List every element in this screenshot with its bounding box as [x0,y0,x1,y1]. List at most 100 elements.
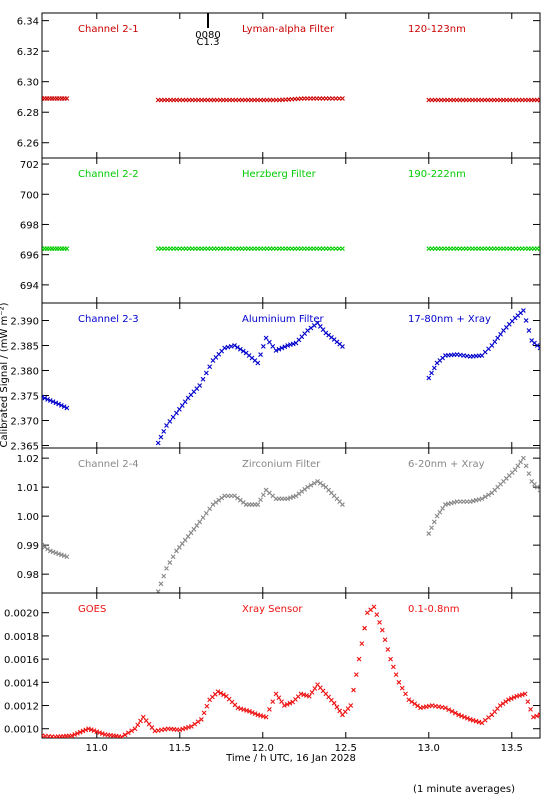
data-point [53,550,59,556]
data-point [371,604,377,610]
data-point [523,463,529,469]
data-point [45,396,50,402]
data-point [388,656,393,662]
data-point [270,343,276,349]
data-point [83,727,89,733]
data-point [497,703,503,708]
data-point [308,482,314,488]
data-point [222,345,227,351]
data-point [379,627,385,633]
data-point [498,331,503,337]
data-point [276,346,282,352]
data-point [138,718,143,724]
data-point [86,726,91,732]
data-point [440,506,446,511]
data-point [258,352,263,358]
y-tick-label: 0.99 [17,541,39,552]
data-point [91,728,97,734]
data-point [305,484,310,490]
data-point [260,343,266,349]
data-point [464,715,470,721]
data-point [482,494,488,500]
data-point [340,344,345,349]
data-point [426,531,432,536]
data-point [429,525,434,531]
data-point [42,544,48,550]
chart-panels: 6.26 6.28 6.30 6.32 6.34 Channel 2-1 Lyman-alp… [4,12,541,739]
y-tick-label: 694 [20,281,39,292]
data-point [393,672,399,677]
y-tick-label: 6.30 [17,78,39,89]
y-tick-label: 1.02 [17,454,39,465]
panel-5: 0.0010 0.0012 0.0014 0.0016 0.0018 0.0020 GOES… [4,592,541,739]
data-point [340,96,345,101]
data-point [518,459,524,465]
panel-label-right: 6-20nm + Xray [408,459,485,470]
data-point [263,714,269,720]
y-tick-label: 0.0012 [4,702,39,713]
data-point [279,345,285,351]
data-point [237,346,243,352]
y-tick-label: 0.0010 [4,725,39,736]
y-tick-label: 6.32 [17,47,39,58]
data-point [56,401,61,407]
data-point [353,672,359,677]
panel-label-left: Channel 2-2 [78,169,139,180]
data-point [75,730,80,736]
panel-label-left: GOES [78,604,106,615]
data-point [228,343,234,349]
data-point [512,467,518,473]
data-point [426,375,432,381]
data-point [377,619,382,625]
data-point [305,328,310,333]
x-tick-label: 11.5 [169,743,191,754]
y-tick-label: 6.28 [17,108,39,119]
y-tick-label: 698 [20,220,39,231]
data-point [47,548,53,554]
y-tick-label: 0.0014 [4,678,39,689]
data-point [164,423,169,428]
data-point [179,403,185,408]
panel-label-mid: Lyman-alpha Filter [242,24,335,35]
data-point [356,656,362,662]
panel-label-left: Channel 2-3 [78,314,139,325]
data-point [161,573,167,579]
data-point [452,710,458,716]
data-point [521,308,526,313]
data-point [158,434,164,440]
data-point [221,692,226,698]
data-point [285,496,291,502]
data-point [203,510,209,516]
data-point [526,471,532,477]
data-point [462,714,467,720]
y-tick-label: 0.0018 [4,632,39,643]
panel-data [42,96,540,103]
data-point [267,339,272,345]
y-tick-label: 2.370 [10,417,39,428]
data-point [198,717,204,722]
data-point [132,726,138,732]
data-point [340,502,345,507]
data-point [155,440,161,446]
data-point [385,647,391,652]
data-point [479,496,485,502]
data-point [284,701,290,707]
y-tick-label: 700 [20,190,39,201]
data-point [270,699,276,705]
data-point [306,693,312,699]
y-tick-label: 2.365 [10,442,39,453]
data-point [69,733,75,738]
data-point [42,542,45,548]
panel-frame [41,592,541,739]
data-point [158,581,164,587]
data-point [320,482,326,488]
data-point [309,689,315,695]
panel-label-right: 17-80nm + Xray [408,314,491,325]
data-point [252,711,258,717]
data-point [64,246,70,252]
data-point [382,637,388,643]
data-point [359,641,365,647]
data-point [523,318,529,323]
panel-label-mid: Zirconium Filter [242,459,321,470]
